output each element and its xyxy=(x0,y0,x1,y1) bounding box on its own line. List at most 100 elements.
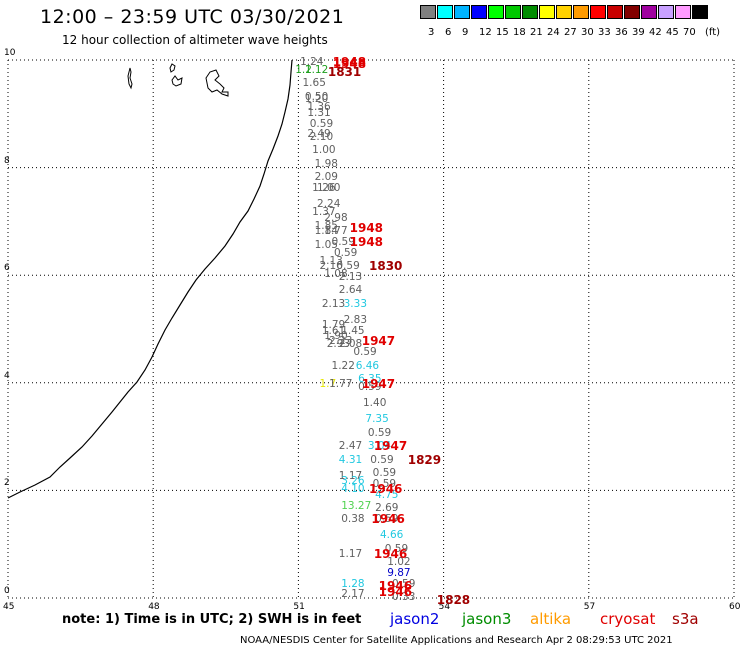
satellite-altika: altika xyxy=(530,610,572,628)
swh-value: 1.77 xyxy=(329,378,353,391)
swh-value: 4.31 xyxy=(338,453,363,466)
swh-value: 0.59 xyxy=(367,426,392,439)
swh-value: 0.33 xyxy=(392,591,416,603)
swh-value: 0.59 xyxy=(392,577,416,590)
legend-label: 39 xyxy=(632,27,645,38)
pass-time-label: 1947 xyxy=(373,439,408,454)
swh-value: 2.09 xyxy=(314,171,338,184)
swh-value: 1.84 xyxy=(314,225,338,238)
island xyxy=(205,69,229,97)
swh-value: 0.59 xyxy=(375,512,399,525)
swh-value: 4.10 xyxy=(341,483,365,496)
swh-value: 1.20 xyxy=(304,93,329,106)
legend-swatch xyxy=(658,5,674,19)
pass-time-label: 1828 xyxy=(436,592,471,607)
swh-value: 4.75 xyxy=(375,488,399,501)
swh-value: 0.59 xyxy=(372,478,397,491)
footer-note: note: 1) Time is in UTC; 2) SWH is in fe… xyxy=(62,612,362,627)
swh-value: 1.90 xyxy=(324,330,348,343)
swh-value: 2.83 xyxy=(343,313,368,326)
swh-value: 1.45 xyxy=(341,324,365,337)
legend-swatch xyxy=(590,5,606,19)
lat-tick-label: 6 xyxy=(4,263,10,274)
satellite-jason2: jason2 xyxy=(390,610,440,628)
island xyxy=(169,63,176,73)
swh-value: 2.93 xyxy=(326,338,351,351)
swh-value: 1.26 xyxy=(312,182,336,195)
legend-swatch xyxy=(607,5,623,19)
pass-time-label: 1829 xyxy=(407,452,442,467)
map-subtitle: 12 hour collection of altimeter wave hei… xyxy=(62,33,328,47)
pass-time-label: 1946 xyxy=(369,482,403,497)
legend-swatch xyxy=(539,5,555,19)
swh-value: 1.13 xyxy=(319,254,343,267)
swh-value: 0.59 xyxy=(372,467,397,480)
swh-value: 1.24 xyxy=(300,55,324,68)
pass-time-label: 1831 xyxy=(327,65,362,80)
lat-lon-grid xyxy=(7,59,735,599)
swh-value: 2.69 xyxy=(375,502,399,515)
swh-value: 1.37 xyxy=(312,206,336,219)
swh-value: 0.59 xyxy=(353,346,377,359)
swh-value: 2.64 xyxy=(338,284,363,297)
lat-tick-label: 0 xyxy=(4,586,10,596)
lat-tick-label: 2 xyxy=(4,478,10,489)
swh-value: 6.35 xyxy=(358,373,382,386)
legend-label: 70 xyxy=(683,27,696,38)
swh-value: 3.04 xyxy=(367,440,392,453)
swh-value: 1.00 xyxy=(317,182,341,195)
legend-label: 42 xyxy=(649,27,662,38)
pass-time-label: 1948 xyxy=(332,57,367,72)
swh-value: 0.50 xyxy=(304,90,329,103)
swh-value: 1.12 xyxy=(304,63,329,76)
swh-value: 1.40 xyxy=(363,397,387,410)
swh-value: 2.08 xyxy=(338,338,363,351)
legend-swatch xyxy=(675,5,691,19)
legend-label: 21 xyxy=(530,27,543,38)
island xyxy=(127,67,133,90)
swh-value: 1.79 xyxy=(321,319,346,332)
swh-value: 7.35 xyxy=(365,413,389,426)
legend-unit: (ft) xyxy=(705,27,721,38)
legend-swatch xyxy=(556,5,572,19)
legend-swatch xyxy=(522,5,538,19)
legend-swatch xyxy=(624,5,640,19)
legend-swatch xyxy=(471,5,487,19)
legend-swatch xyxy=(573,5,589,19)
map-title: 12:00 – 23:59 UTC 03/30/2021 xyxy=(40,6,345,28)
legend-swatch xyxy=(437,5,453,19)
credit-line: NOAA/NESDIS Center for Satellite Applica… xyxy=(240,635,673,646)
pass-time-label: 1830 xyxy=(369,259,403,274)
lon-tick-label: 60 xyxy=(729,602,740,612)
swh-value: 1.08 xyxy=(324,268,348,281)
swh-value: 1.98 xyxy=(314,157,338,170)
pass-time-label: 1946 xyxy=(373,546,408,561)
legend-label: 24 xyxy=(547,27,560,38)
legend-label: 45 xyxy=(666,27,679,38)
swh-value: 0.59 xyxy=(331,235,355,248)
swh-value: 1.22 xyxy=(331,359,355,372)
lon-tick-label: 57 xyxy=(583,602,596,612)
swh-value: 9.87 xyxy=(387,566,411,579)
pass-time-label: 1946 xyxy=(378,584,413,599)
pass-time-label: 1947 xyxy=(361,334,396,349)
satellite-jason3: jason3 xyxy=(462,610,512,628)
legend-swatch xyxy=(692,5,708,19)
swh-value: 0.59 xyxy=(384,542,409,555)
swh-value: 1.77 xyxy=(324,225,348,238)
swh-value: 2.13 xyxy=(321,297,346,310)
swh-value: 0.59 xyxy=(333,246,358,259)
swh-value: 1.17 xyxy=(338,469,363,482)
pass-time-label: 1946 xyxy=(378,579,413,594)
legend-label: 36 xyxy=(615,27,628,38)
legend-label: 18 xyxy=(513,27,526,38)
legend-label: 27 xyxy=(564,27,577,38)
swh-value: 1.02 xyxy=(387,556,411,569)
swh-value: 3.26 xyxy=(341,475,365,488)
island xyxy=(171,75,183,87)
coastline xyxy=(7,59,293,499)
swh-value: 1.28 xyxy=(341,577,365,590)
swh-value: 0.59 xyxy=(309,117,334,130)
swh-value: 0.59 xyxy=(358,381,382,394)
legend-label: 9 xyxy=(462,27,469,38)
